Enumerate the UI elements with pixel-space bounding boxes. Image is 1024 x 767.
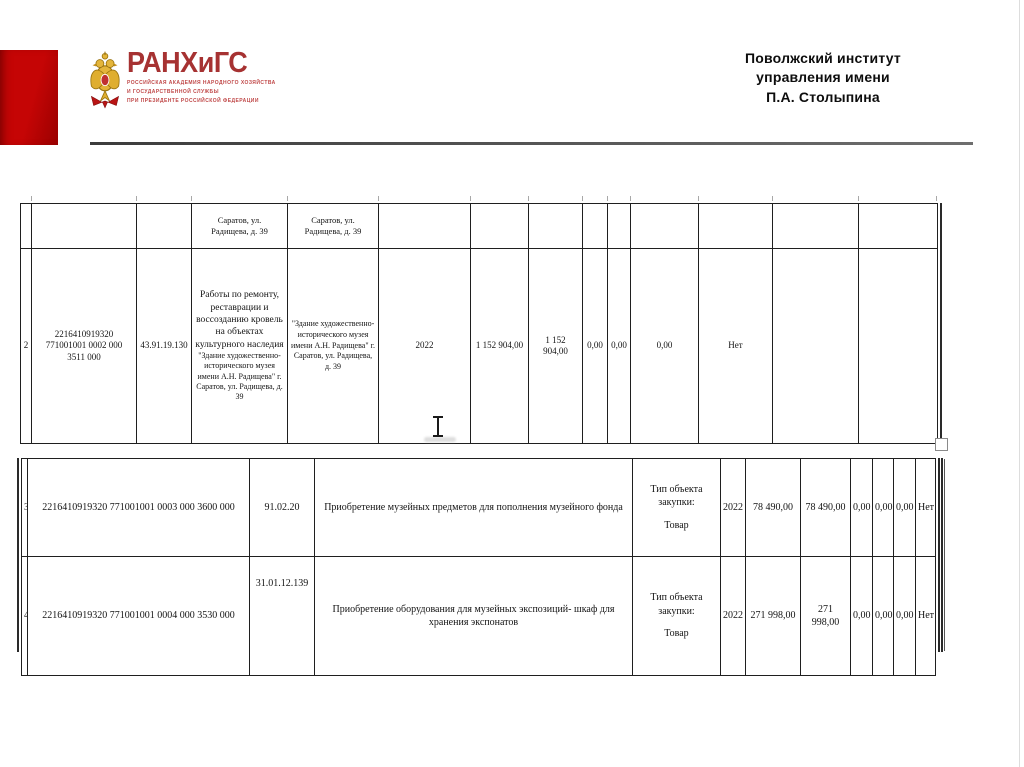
total-cell[interactable]: 271 998,00 — [800, 556, 851, 676]
delivery-place-cell[interactable]: Саратов, ул. Радищева, д. 39 — [191, 203, 288, 249]
purchase-type-label: Тип объекта закупки: — [650, 592, 703, 617]
total-cell[interactable]: 1 152 904,00 — [470, 248, 529, 444]
okpd2-cell[interactable]: 91.02.20 — [249, 458, 315, 557]
coat-of-arms-icon — [90, 51, 120, 109]
zero-cell[interactable]: 0,00 — [872, 556, 894, 676]
table-cell[interactable] — [582, 203, 608, 249]
purchase-type-cell[interactable]: Тип объекта закупки: Товар — [632, 556, 721, 676]
delivery-place-cell[interactable]: Саратов, ул. Радищева, д. 39 — [287, 203, 379, 249]
clipped-border-stub — [698, 196, 699, 201]
total-cell[interactable]: 1 152 904,00 — [528, 248, 583, 444]
table2-stacked-edge — [941, 458, 943, 652]
zero-cell[interactable]: 0,00 — [607, 248, 631, 444]
year-cell[interactable]: 2022 — [378, 248, 471, 444]
ranepa-wordmark: РАНХиГС — [127, 47, 248, 79]
table-cell[interactable] — [31, 203, 137, 249]
table-cell[interactable] — [470, 203, 529, 249]
zero-cell[interactable]: 0,00 — [582, 248, 608, 444]
table-cell[interactable] — [630, 203, 699, 249]
okpd2-cell[interactable]: 43.91.19.130 — [136, 248, 192, 444]
clipped-border-stub — [31, 196, 32, 201]
zero-cell[interactable]: 0,00 — [872, 458, 894, 557]
cursor-shadow — [424, 437, 456, 442]
clipped-border-stub — [136, 196, 137, 201]
table2-stacked-edge — [938, 458, 940, 652]
sme-flag-cell[interactable]: Нет — [698, 248, 773, 444]
subject-cell[interactable]: Приобретение музейных предметов для попо… — [314, 458, 633, 557]
sme-flag-cell[interactable]: Нет — [915, 458, 936, 557]
table2-double-edge-left — [17, 458, 19, 652]
procurement-table-2[interactable]: 3 2216410919320 771001001 0003 000 3600 … — [21, 458, 936, 676]
zero-cell[interactable]: 0,00 — [850, 556, 873, 676]
clipped-border-stub — [630, 196, 631, 201]
subject-cell[interactable]: Работы по ремонту, реставрации и воссозд… — [191, 248, 288, 444]
clipped-border-stub — [607, 196, 608, 201]
table-cell[interactable] — [136, 203, 192, 249]
total-cell[interactable]: 271 998,00 — [745, 556, 801, 676]
ranepa-subline-1: РОССИЙСКАЯ АКАДЕМИЯ НАРОДНОГО ХОЗЯЙСТВА — [127, 80, 276, 86]
table-cell[interactable] — [858, 248, 938, 444]
clipped-border-stub — [470, 196, 471, 201]
clipped-border-stub — [191, 196, 192, 201]
table-cell[interactable] — [528, 203, 583, 249]
header-divider-rule — [90, 142, 973, 145]
clipped-border-stub — [582, 196, 583, 201]
ikz-cell[interactable]: 2216410919320 771001001 0002 000 3511 00… — [31, 248, 137, 444]
total-cell[interactable]: 78 490,00 — [745, 458, 801, 557]
table-cell[interactable] — [607, 203, 631, 249]
subject-cell[interactable]: Приобретение оборудования для музейных э… — [314, 556, 633, 676]
ranepa-logo: РАНХиГС РОССИЙСКАЯ АКАДЕМИЯ НАРОДНОГО ХО… — [88, 48, 276, 112]
zero-cell[interactable]: 0,00 — [893, 556, 916, 676]
clipped-border-stub — [772, 196, 773, 201]
table-cell[interactable] — [20, 203, 32, 249]
object-name-cell[interactable]: "Здание художественно-исторического музе… — [287, 248, 379, 444]
ranepa-subline-3: ПРИ ПРЕЗИДЕНТЕ РОССИЙСКОЙ ФЕДЕРАЦИИ — [127, 97, 259, 104]
purchase-type-value: Товар — [664, 519, 689, 531]
zero-cell[interactable]: 0,00 — [850, 458, 873, 557]
clipped-border-stub — [378, 196, 379, 201]
table-cell[interactable] — [378, 203, 471, 249]
slide-edge-line — [1019, 0, 1020, 767]
okpd2-cell[interactable]: 31.01.12.139 — [249, 556, 315, 676]
purchase-type-label: Тип объекта закупки: — [650, 483, 703, 509]
clipped-border-stub — [858, 196, 859, 201]
table-cell[interactable] — [772, 203, 859, 249]
logo-text-block: РАНХиГС РОССИЙСКАЯ АКАДЕМИЯ НАРОДНОГО ХО… — [127, 48, 276, 104]
procurement-table-1[interactable]: Саратов, ул. Радищева, д. 39 Саратов, ул… — [20, 203, 938, 444]
table-cell[interactable] — [858, 203, 938, 249]
ikz-cell[interactable]: 2216410919320 771001001 0004 000 3530 00… — [27, 556, 250, 676]
purchase-type-value: Товар — [664, 628, 689, 640]
table-resize-handle[interactable] — [935, 438, 948, 451]
text-cursor-icon — [432, 416, 444, 438]
zero-cell[interactable]: 0,00 — [893, 458, 916, 557]
purchase-type-cell[interactable]: Тип объекта закупки: Товар — [632, 458, 721, 557]
table2-stacked-edge — [944, 459, 945, 651]
table-cell[interactable] — [772, 248, 859, 444]
sme-flag-cell[interactable]: Нет — [915, 556, 936, 676]
clipped-border-stub — [287, 196, 288, 201]
red-accent-block — [0, 50, 58, 145]
table-cell[interactable] — [698, 203, 773, 249]
zero-cell[interactable]: 0,00 — [630, 248, 699, 444]
year-cell[interactable]: 2022 — [720, 556, 746, 676]
ranepa-subline-2: И ГОСУДАРСТВЕННОЙ СЛУЖБЫ — [127, 88, 219, 95]
clipped-border-stub — [528, 196, 529, 201]
subject-note-text: "Здание художественно-исторического музе… — [196, 350, 283, 402]
row-number-cell[interactable]: 2 — [20, 248, 32, 444]
subject-main-text: Работы по ремонту, реставрации и воссозд… — [195, 290, 284, 350]
institute-title: Поволжский институт управления имени П.А… — [745, 50, 901, 105]
year-cell[interactable]: 2022 — [720, 458, 746, 557]
clipped-border-stub — [936, 196, 937, 201]
table1-double-edge — [940, 203, 942, 439]
ikz-cell[interactable]: 2216410919320 771001001 0003 000 3600 00… — [27, 458, 250, 557]
total-cell[interactable]: 78 490,00 — [800, 458, 851, 557]
